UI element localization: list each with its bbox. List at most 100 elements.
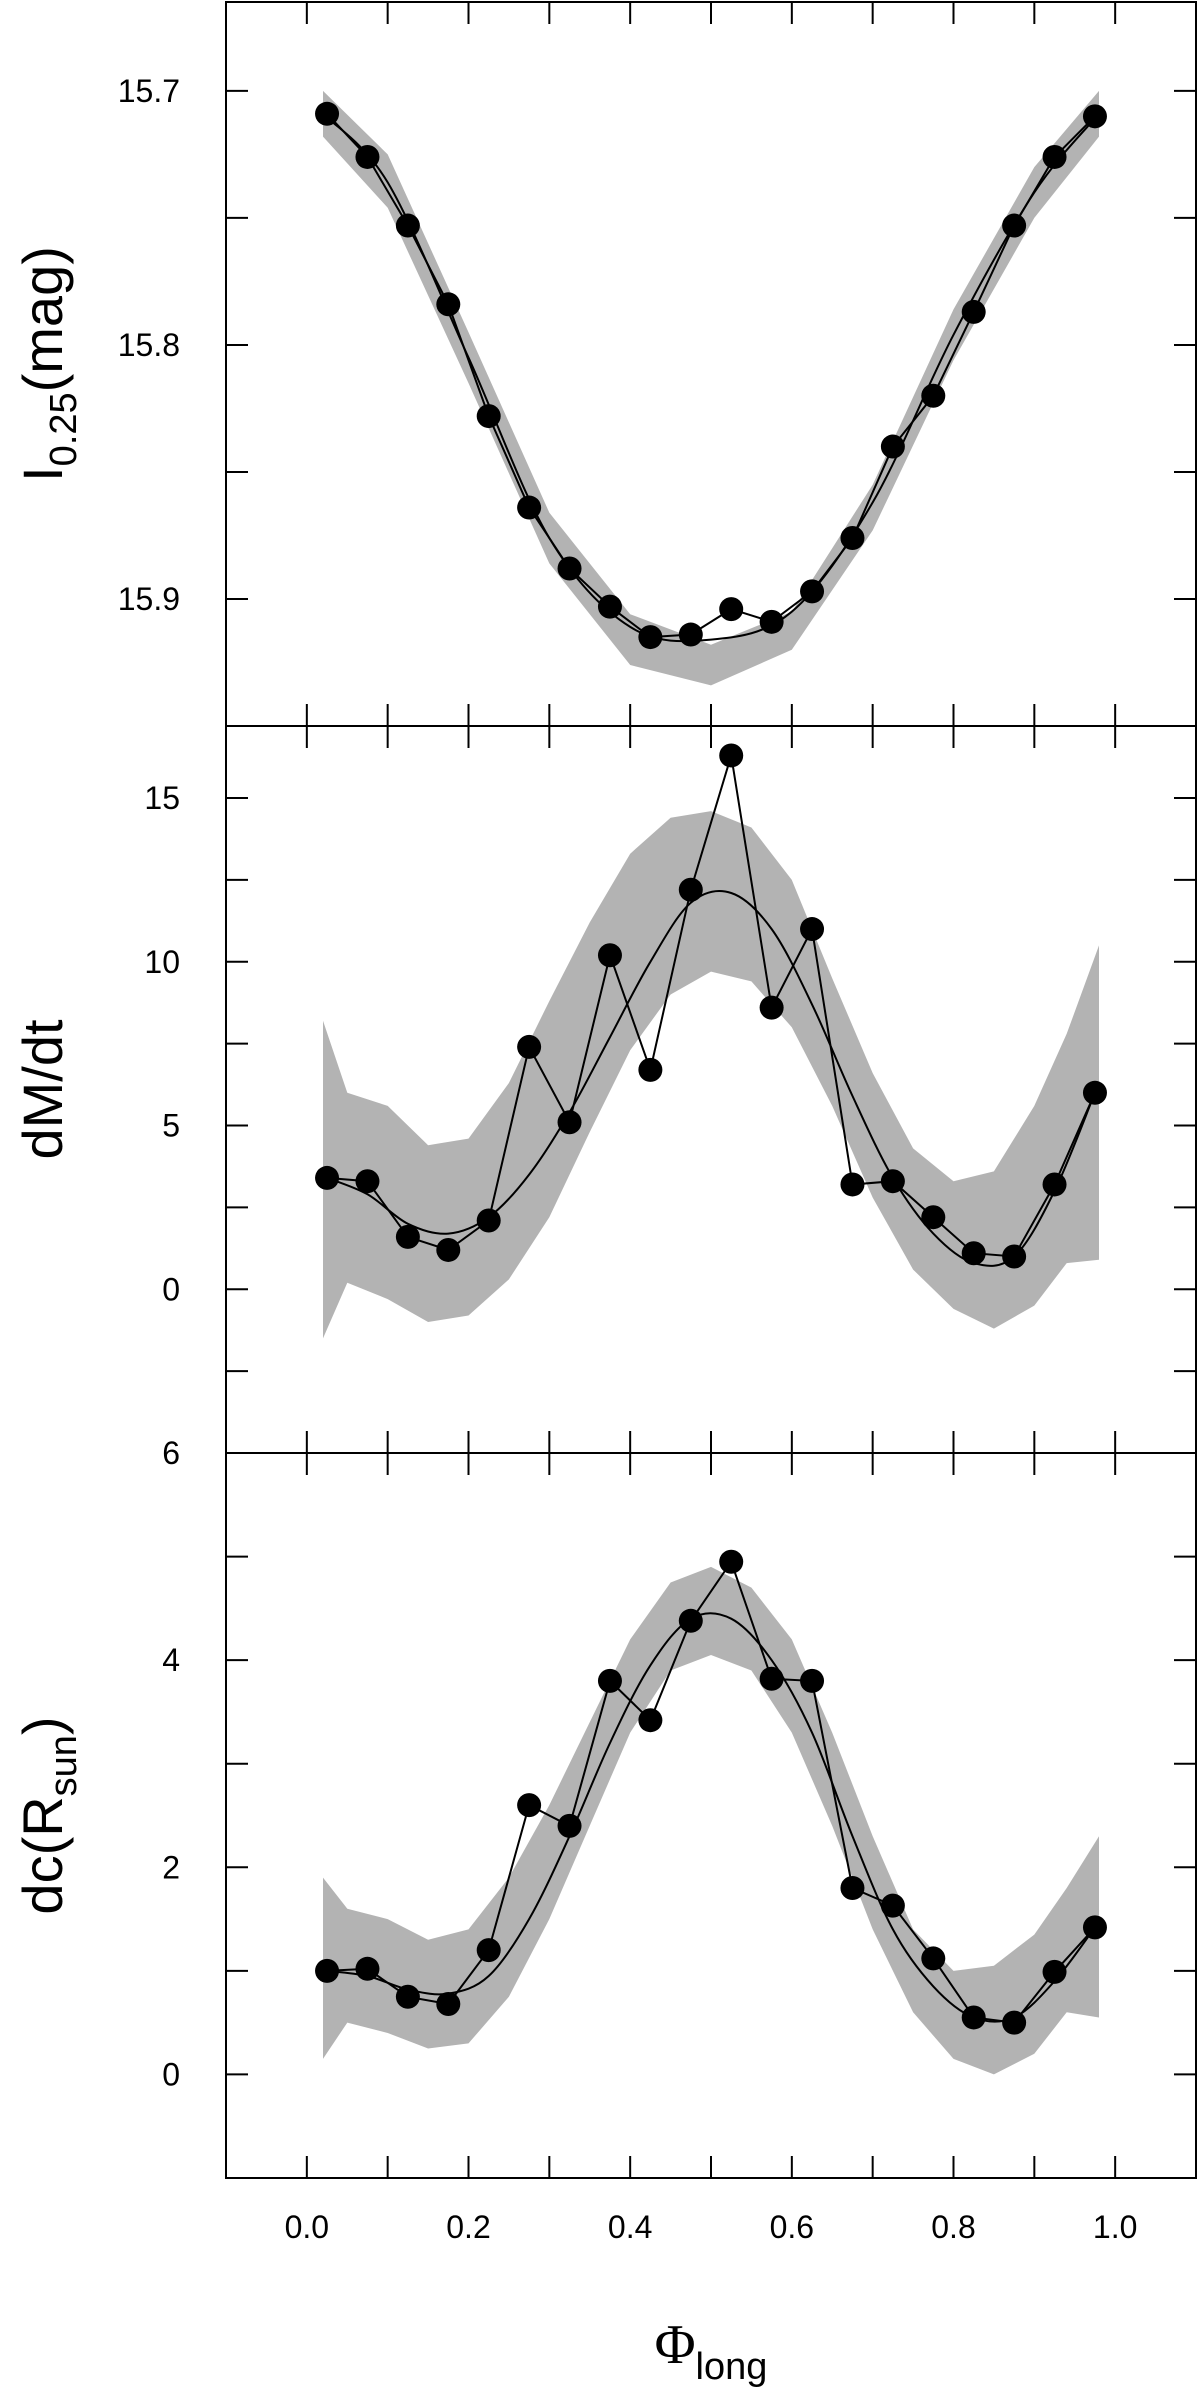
x-tick-label: 0.8	[931, 2209, 975, 2245]
data-point	[355, 1956, 380, 1981]
data-point	[961, 1241, 986, 1266]
plot-frame	[225, 1452, 1197, 2179]
y-axis-title-magnitude: I0.25(mag)	[11, 246, 85, 482]
y-tick-label: 15.8	[118, 327, 180, 363]
x-tick-label: 0.4	[608, 2209, 652, 2245]
data-point	[840, 526, 865, 551]
y-axis-title-subscript: 0.25	[43, 392, 85, 466]
y-tick-label: 10	[144, 944, 180, 980]
data-point	[800, 579, 825, 604]
y-tick-label: 15.7	[118, 73, 180, 109]
data-point	[638, 1057, 663, 1082]
x-tick-label: 0.2	[446, 2209, 490, 2245]
y-tick-label: 0	[162, 2056, 180, 2092]
data-point	[678, 1608, 703, 1633]
data-point	[517, 1793, 542, 1818]
data-point	[1042, 1172, 1067, 1197]
data-point	[1042, 144, 1067, 169]
data-point	[880, 1893, 905, 1918]
data-point	[840, 1876, 865, 1900]
data-point	[597, 943, 622, 968]
confidence-band	[323, 90, 1099, 686]
data-point	[436, 292, 461, 317]
y-axis-title-main: I	[11, 466, 74, 482]
panels-layer: 15.7 15.8 15.9 0 5 10 15 0 2 4 6	[118, 1, 1197, 2179]
data-point	[476, 1208, 501, 1233]
data-point	[395, 213, 420, 238]
confidence-band	[323, 1566, 1099, 2075]
data-point	[395, 1224, 420, 1249]
panel-mass-rate: 0 5 10 15	[144, 725, 1197, 1454]
y-tick-label: 5	[162, 1108, 180, 1144]
panel-magnitude: 15.7 15.8 15.9	[118, 1, 1197, 727]
data-point	[759, 1666, 784, 1691]
data-point	[800, 917, 825, 942]
y-axis-title-suffix: )	[11, 1716, 74, 1735]
x-axis-title-main: Φ	[655, 2314, 696, 2376]
y-axis-title-main: dM/dt	[11, 1019, 74, 1159]
data-point	[921, 383, 946, 408]
x-tick-label: 0.6	[770, 2209, 814, 2245]
data-point	[759, 995, 784, 1020]
y-axis-title-mass-rate: dM/dt	[11, 1019, 74, 1159]
data-point	[840, 1172, 865, 1197]
data-point	[517, 495, 542, 520]
data-point	[1002, 1244, 1027, 1269]
y-tick-label: 15	[144, 780, 180, 816]
data-point	[1002, 2010, 1027, 2035]
data-point	[1002, 213, 1027, 238]
confidence-band	[323, 811, 1099, 1339]
x-axis: 0.0 0.2 0.4 0.6 0.8 1.0 Φlong	[285, 2209, 1138, 2388]
data-point	[1042, 1959, 1067, 1984]
data-point	[759, 609, 784, 634]
x-tick-label: 1.0	[1093, 2209, 1137, 2245]
data-point	[961, 299, 986, 324]
y-tick-label: 0	[162, 1271, 180, 1307]
data-point	[557, 1110, 582, 1135]
data-point	[355, 1169, 380, 1194]
y-axis-title-main: dc(R	[11, 1796, 74, 1914]
data-point	[476, 404, 501, 429]
data-point	[1082, 1080, 1107, 1105]
data-point	[315, 101, 340, 126]
data-point	[315, 1165, 340, 1190]
fit-curve	[326, 1612, 1096, 2023]
data-point	[597, 594, 622, 619]
data-point	[436, 1237, 461, 1262]
data-point	[597, 1668, 622, 1693]
data-point	[880, 434, 905, 459]
data-point	[678, 622, 703, 647]
data-point	[678, 877, 703, 902]
data-point	[315, 1958, 340, 1983]
data-point	[355, 144, 380, 169]
data-point	[800, 1668, 825, 1693]
data-point	[880, 1169, 905, 1194]
data-point	[1082, 104, 1107, 129]
y-tick-label: 2	[162, 1849, 180, 1885]
data-point	[436, 1992, 461, 2016]
panel-dc: 0 2 4 6	[162, 1435, 1197, 2179]
data-point	[961, 2005, 986, 2030]
data-point	[719, 597, 744, 622]
y-tick-label: 4	[162, 1642, 180, 1678]
plot-frame	[225, 1, 1197, 727]
data-point	[557, 1813, 582, 1838]
y-axis-title-suffix: (mag)	[11, 246, 74, 392]
data-point	[921, 1205, 946, 1230]
y-tick-label: 15.9	[118, 581, 180, 617]
data-point	[1082, 1915, 1107, 1940]
x-axis-title: Φlong	[655, 2314, 768, 2388]
x-tick-label: 0.0	[285, 2209, 329, 2245]
data-point	[921, 1946, 946, 1971]
data-connector-line	[326, 113, 1096, 639]
data-point	[395, 1984, 420, 2009]
fit-curve	[322, 113, 1100, 643]
data-point	[638, 1708, 663, 1733]
y-axis-title-subscript: sun	[43, 1735, 85, 1796]
data-point	[476, 1938, 501, 1963]
x-axis-title-subscript: long	[696, 2346, 768, 2388]
data-point	[557, 556, 582, 581]
y-axis-titles: I0.25(mag) dM/dt dc(Rsun)	[11, 246, 85, 1914]
data-point	[638, 625, 663, 650]
